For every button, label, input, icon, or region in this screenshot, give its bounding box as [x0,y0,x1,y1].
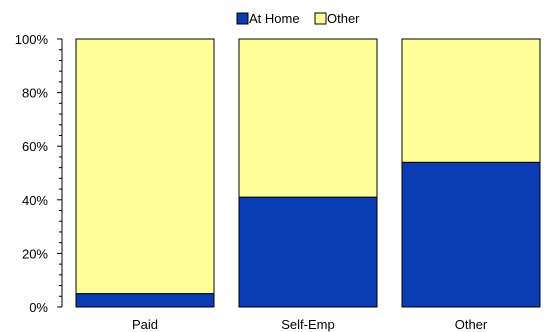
y-tick-label: 60% [22,139,48,154]
legend-swatch-other [314,12,327,25]
y-tick-label: 0% [29,300,48,315]
bar-self-emp-other [238,38,378,198]
bars [75,38,541,308]
bar-paid-at-home [75,293,215,308]
x-category-label: Self-Emp [281,317,334,332]
y-tick-label: 80% [22,86,48,101]
legend: At Home Other [236,11,360,26]
legend-label-other: Other [327,11,360,26]
y-tick-label: 40% [22,193,48,208]
bar-other-at-home [401,161,541,308]
legend-label-at-home: At Home [249,11,300,26]
bar-self-emp-at-home [238,196,378,308]
y-tick-label: 20% [22,246,48,261]
x-category-label: Paid [132,317,158,332]
bar-paid-other [75,38,215,295]
x-axis-labels: Paid Self-Emp Other [132,317,488,332]
y-axis: 0% 20% 40% 60% 80% 100% [15,32,63,315]
bar-other-other [401,38,541,163]
y-tick-label: 100% [15,32,49,47]
legend-swatch-at-home [236,12,249,25]
x-category-label: Other [455,317,488,332]
